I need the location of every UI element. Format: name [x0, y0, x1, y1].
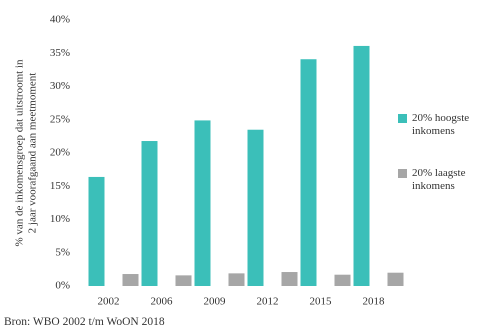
x-tick-label: 2018	[363, 296, 386, 308]
x-tick-label: 2009	[204, 296, 227, 308]
y-axis-label: % van de inkomensgroep dat uitstroomt in	[14, 59, 26, 246]
bar	[88, 176, 105, 286]
y-tick-label: 20%	[50, 147, 70, 159]
legend-swatch	[398, 169, 407, 178]
x-tick-label: 2012	[257, 296, 279, 308]
bar	[194, 120, 211, 286]
y-tick-label: 40%	[50, 14, 70, 26]
y-tick-label: 15%	[50, 180, 70, 192]
legend-entry: 20% laagste inkomens	[398, 167, 479, 193]
y-axis-label: 2 jaar voorafgaand aan meetmoment	[27, 73, 39, 234]
y-tick-label: 30%	[50, 80, 70, 92]
y-tick-label: 5%	[55, 246, 70, 258]
y-tick-label: 25%	[50, 113, 70, 125]
y-tick-label: 35%	[50, 47, 70, 59]
legend-swatch	[398, 114, 407, 123]
bar	[353, 45, 370, 287]
bar	[281, 272, 298, 286]
bar	[300, 59, 317, 286]
x-tick-label: 2006	[151, 296, 174, 308]
legend-entry: 20% hoogste inkomens	[398, 112, 479, 138]
y-tick-label: 0%	[55, 280, 70, 292]
legend-label: 20% hoogste inkomens	[412, 112, 470, 137]
x-tick-label: 2015	[310, 296, 333, 308]
bar	[247, 129, 264, 286]
bar	[334, 274, 351, 286]
legend-label: 20% laagste inkomens	[412, 167, 466, 192]
bar	[122, 274, 139, 286]
y-tick-label: 10%	[50, 213, 70, 225]
bar	[141, 141, 158, 286]
bar	[228, 273, 245, 286]
x-tick-label: 2002	[98, 296, 120, 308]
bar	[175, 275, 192, 286]
source-note: Bron: WBO 2002 t/m WoON 2018	[4, 316, 165, 328]
bar	[387, 272, 404, 286]
